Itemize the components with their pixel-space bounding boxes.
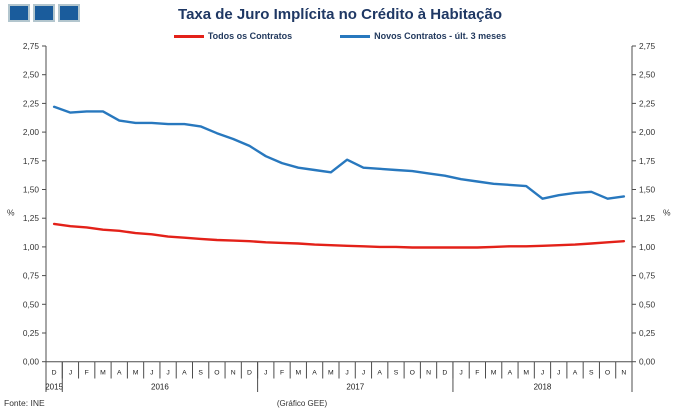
y-axis-title-left: %: [7, 207, 15, 217]
y-tick-label-left: 2,50: [23, 70, 40, 80]
source-note: Fonte: INE: [4, 398, 45, 408]
month-label: M: [523, 370, 529, 377]
year-label: 2017: [346, 383, 364, 392]
y-tick-label-left: 0,50: [23, 299, 40, 309]
y-tick-label-right: 0,75: [639, 271, 656, 281]
month-label: N: [231, 370, 236, 377]
y-tick-label-left: 0,75: [23, 271, 40, 281]
month-label: S: [589, 370, 594, 377]
month-label: F: [475, 370, 479, 377]
y-tick-label-right: 2,25: [639, 98, 656, 108]
month-label: J: [345, 370, 348, 377]
y-tick-label-left: 2,00: [23, 127, 40, 137]
chart-title: Taxa de Juro Implícita no Crédito à Habi…: [178, 6, 502, 23]
month-label: M: [328, 370, 334, 377]
year-label: 2018: [534, 383, 552, 392]
logo: [8, 4, 80, 22]
x-axis-title: (Gráfico GEE): [276, 399, 328, 408]
y-tick-label-right: 2,75: [639, 41, 656, 51]
y-tick-label-left: 0,00: [23, 357, 40, 367]
month-label: N: [621, 370, 626, 377]
month-label: S: [198, 370, 203, 377]
month-label: J: [541, 370, 544, 377]
y-tick-label-right: 0,00: [639, 357, 656, 367]
month-label: D: [442, 370, 447, 377]
year-label: 2015: [45, 383, 63, 392]
y-tick-label-right: 2,00: [639, 127, 656, 137]
y-tick-label-left: 1,50: [23, 185, 40, 195]
y-tick-label-right: 0,25: [639, 328, 656, 338]
month-label: A: [377, 370, 382, 377]
month-label: M: [133, 370, 139, 377]
month-label: D: [52, 370, 57, 377]
month-label: A: [182, 370, 187, 377]
month-label: D: [247, 370, 252, 377]
y-axis-title-right: %: [663, 207, 671, 217]
month-label: M: [295, 370, 301, 377]
month-label: O: [410, 370, 415, 377]
chart-legend: Todos os Contratos Novos Contratos - últ…: [0, 31, 680, 41]
y-tick-label-left: 2,75: [23, 41, 40, 51]
month-label: J: [264, 370, 267, 377]
month-label: F: [85, 370, 89, 377]
logo-square: [8, 4, 30, 22]
red-line-swatch: [173, 34, 204, 38]
y-tick-label-right: 0,50: [639, 299, 656, 309]
month-label: J: [362, 370, 365, 377]
y-tick-label-left: 1,75: [23, 156, 40, 166]
month-label: O: [214, 370, 219, 377]
month-label: A: [573, 370, 578, 377]
month-label: A: [312, 370, 317, 377]
month-label: O: [605, 370, 610, 377]
logo-square: [58, 4, 80, 22]
blue-line-swatch: [340, 34, 371, 38]
month-label: J: [69, 370, 72, 377]
year-label: 2016: [151, 383, 169, 392]
month-label: A: [117, 370, 122, 377]
y-tick-label-left: 1,25: [23, 213, 40, 223]
legend-item-todos-contratos: Todos os Contratos: [173, 31, 293, 41]
month-label: M: [491, 370, 497, 377]
y-tick-label-right: 1,25: [639, 213, 656, 223]
y-tick-label-right: 1,50: [639, 185, 656, 195]
y-tick-label-left: 1,00: [23, 242, 40, 252]
y-tick-label-right: 1,75: [639, 156, 656, 166]
month-label: F: [280, 370, 284, 377]
series-line-todos-os-contratos: [52, 222, 626, 249]
month-label: A: [508, 370, 513, 377]
month-label: N: [426, 370, 431, 377]
month-label: J: [166, 370, 169, 377]
month-label: M: [100, 370, 106, 377]
y-tick-label-right: 2,50: [639, 70, 656, 80]
month-label: J: [459, 370, 462, 377]
y-tick-label-right: 1,00: [639, 242, 656, 252]
legend-item-novos-contratos: Novos Contratos - últ. 3 meses: [340, 31, 506, 41]
legend-label: Todos os Contratos: [207, 31, 293, 41]
logo-square: [33, 4, 55, 22]
month-label: J: [150, 370, 153, 377]
series-line-novos-contratos-lt-3-meses: [52, 105, 626, 200]
y-tick-label-left: 0,25: [23, 328, 40, 338]
month-label: S: [394, 370, 399, 377]
y-tick-label-left: 2,25: [23, 98, 40, 108]
month-label: J: [557, 370, 560, 377]
legend-label: Novos Contratos - últ. 3 meses: [374, 31, 507, 41]
